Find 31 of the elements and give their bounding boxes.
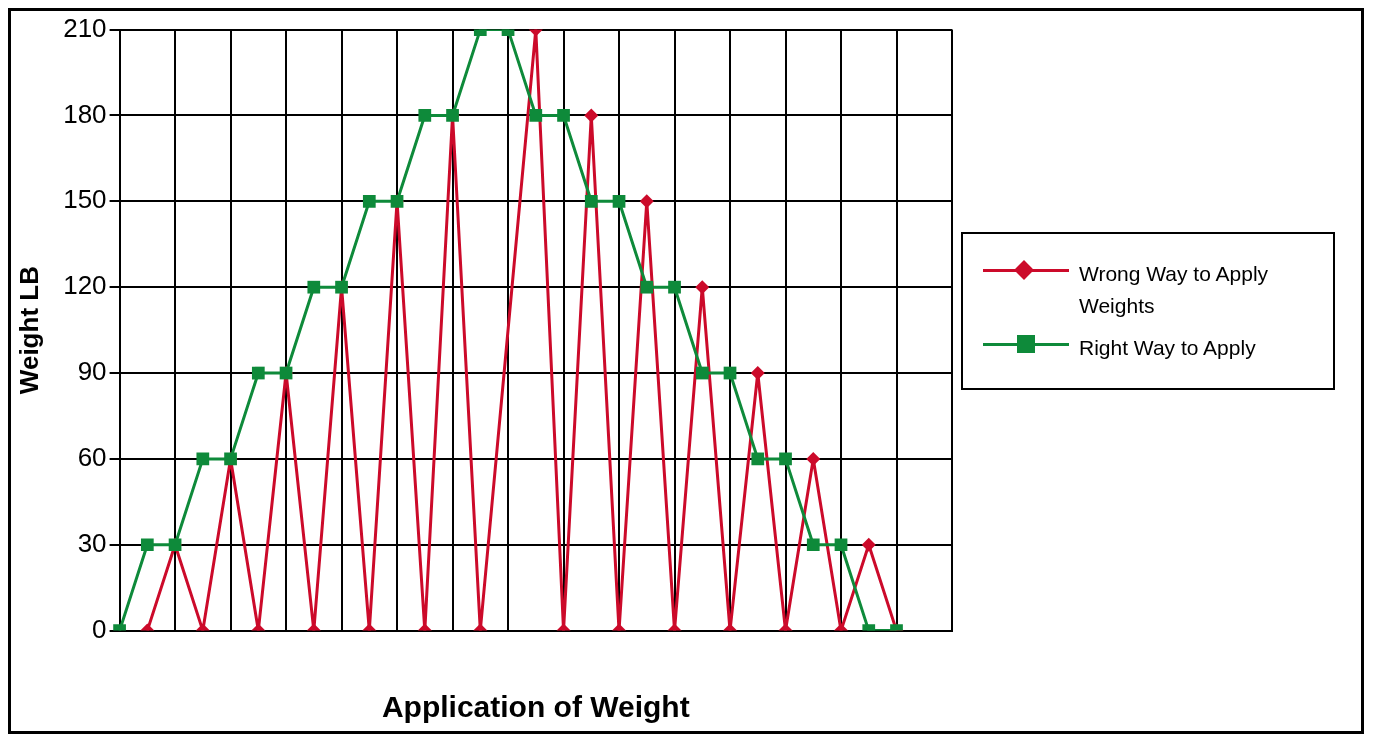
point [362,194,376,208]
y-tick-label: 120 [63,270,107,301]
point [584,108,599,123]
x-axis-title: Application of Weight [381,690,690,724]
point [418,109,432,122]
point [806,451,821,466]
y-tick-label: 210 [63,12,107,43]
point [639,194,654,209]
point [251,366,265,380]
point [695,280,710,295]
point [751,452,765,466]
y-tick-label: 60 [77,442,107,473]
y-tick-label: 90 [77,356,107,387]
point [196,452,210,466]
point [668,280,681,294]
point [695,366,709,380]
point [584,194,598,208]
y-tick-label: 30 [77,527,107,558]
point [612,194,626,208]
point [529,109,543,122]
y-tick-label: 0 [92,613,107,644]
point [307,280,321,294]
legend-label: Right Way to Apply [1079,335,1256,361]
y-tick-label: 180 [63,98,107,129]
point [557,109,570,122]
point [750,366,765,381]
point [640,280,654,294]
y-axis-title: Weight LB [13,266,44,395]
y-tick-label: 150 [63,184,107,215]
point [779,452,792,466]
legend-label: Wrong Way to Apply Weights [1079,261,1270,319]
